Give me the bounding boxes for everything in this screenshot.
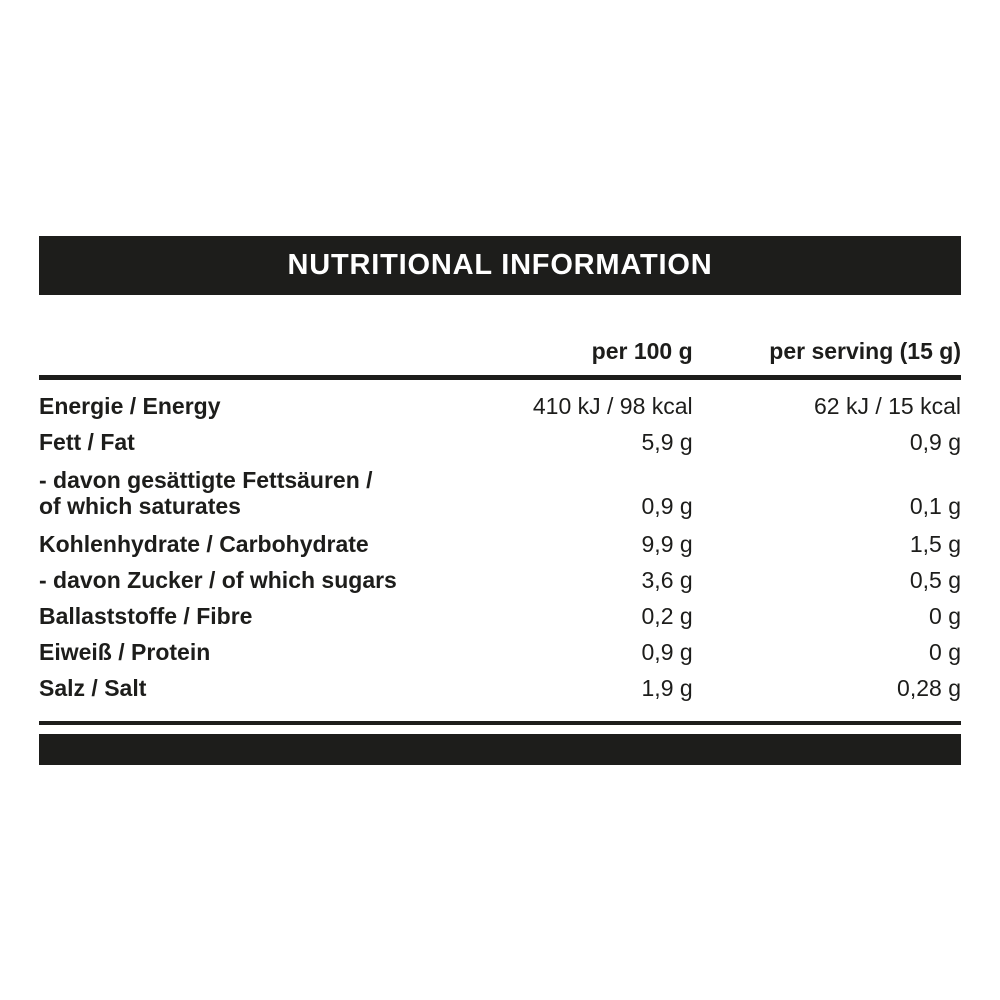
table-row-energy: Energie / Energy 410 kJ / 98 kcal 62 kJ … [39,378,961,425]
table-row-fibre: Ballaststoffe / Fibre 0,2 g 0 g [39,598,961,634]
nutrient-label: - davon Zucker / of which sugars [39,567,397,593]
value-per-serving: 0 g [929,603,961,629]
value-per-100g: 410 kJ / 98 kcal [532,393,693,419]
nutrient-label: - davon gesättigte Fettsäuren / of which… [39,467,373,519]
table-row-saturates: - davon gesättigte Fettsäuren / of which… [39,460,961,526]
value-per-100g: 9,9 g [641,531,693,557]
value-per-serving: 0 g [929,639,961,665]
bottom-bar [39,734,961,765]
nutrient-label: Salz / Salt [39,675,147,701]
table-row-fat: Fett / Fat 5,9 g 0,9 g [39,424,961,460]
nutrition-table: per 100 g per serving (15 g) Energie / E… [39,295,961,721]
bottom-rule [39,721,961,725]
nutrient-label: Energie / Energy [39,393,221,419]
value-per-100g: 0,2 g [641,603,693,629]
column-header-per-serving: per serving (15 g) [692,295,961,380]
value-per-serving: 0,9 g [909,429,961,455]
value-per-serving: 0,5 g [909,567,961,593]
page-title: NUTRITIONAL INFORMATION [287,249,713,281]
table-row-sugars: - davon Zucker / of which sugars 3,6 g 0… [39,562,961,598]
nutrition-label: NUTRITIONAL INFORMATION per 100 g per se… [39,236,961,765]
value-per-serving: 62 kJ / 15 kcal [813,393,961,419]
value-per-100g: 1,9 g [641,675,693,701]
nutrient-label: Fett / Fat [39,429,135,455]
value-per-serving: 1,5 g [909,531,961,557]
nutrient-label: Kohlenhydrate / Carbohydrate [39,531,369,557]
column-header-nutrient [39,295,482,380]
value-per-100g: 0,9 g [641,639,693,665]
value-per-100g: 5,9 g [641,429,693,455]
table-row-salt: Salz / Salt 1,9 g 0,28 g [39,670,961,721]
table-header-row: per 100 g per serving (15 g) [39,295,961,380]
table-row-protein: Eiweiß / Protein 0,9 g 0 g [39,634,961,670]
nutrient-label: Eiweiß / Protein [39,639,211,665]
nutrient-label: Ballaststoffe / Fibre [39,603,253,629]
column-header-per-100g: per 100 g [481,295,693,380]
value-per-serving: 0,1 g [909,493,961,519]
value-per-100g: 0,9 g [641,493,693,519]
value-per-100g: 3,6 g [641,567,693,593]
title-bar: NUTRITIONAL INFORMATION [39,236,961,295]
value-per-serving: 0,28 g [897,675,961,701]
table-row-carbohydrate: Kohlenhydrate / Carbohydrate 9,9 g 1,5 g [39,526,961,562]
